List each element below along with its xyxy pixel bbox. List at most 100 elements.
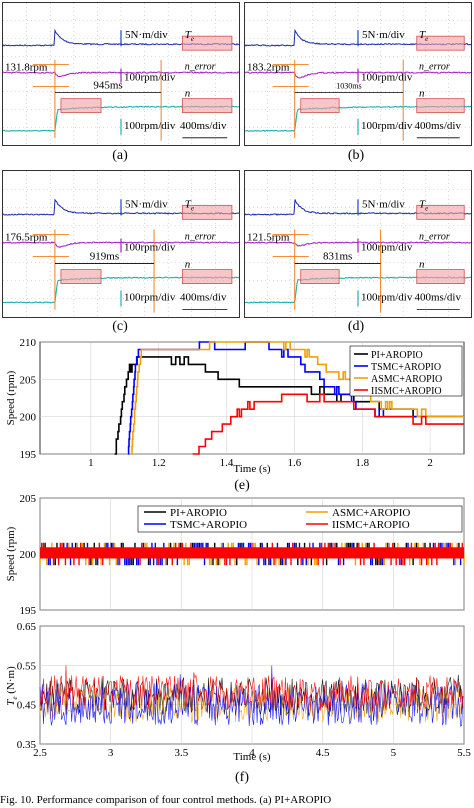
osc-te-label: Te xyxy=(185,29,194,43)
osc-highlight-start xyxy=(300,269,340,284)
ytick-label: 195 xyxy=(20,605,37,617)
osc-highlight-torque xyxy=(416,35,465,51)
osc-torque-scale-label: 5N·m/div xyxy=(362,29,405,41)
osc-torque-scale-label: 5N·m/div xyxy=(362,198,405,210)
ytick-label: 0.55 xyxy=(17,660,37,672)
ytick-label: 0.35 xyxy=(17,739,37,751)
osc-highlight-start xyxy=(300,98,340,114)
osc-te-sub: e xyxy=(425,35,428,43)
legend-e-label: IISMC+AROPIO xyxy=(371,386,442,397)
series-e-3 xyxy=(192,393,464,455)
osc-svg-c: 176.5rpm 919ms 5N·m/div Te 100rpm/div n_error… xyxy=(3,171,239,317)
legend-f-label: TSMC+AROPIO xyxy=(170,519,247,531)
series-e-2 xyxy=(131,341,464,455)
osc-speed-scale-label-1: 100rpm/div xyxy=(124,72,176,84)
osc-n-label: n xyxy=(185,259,191,271)
chart-f: 195 200 205 PI+AROPIO ASMC+AROPIO TSMC+AROPIO… xyxy=(5,494,471,763)
ylabel-e: Speed (rpm) xyxy=(5,370,17,425)
osc-speed-scale-label-1: 100rpm/div xyxy=(361,72,413,84)
osc-time-scale-label: 400ms/div xyxy=(415,291,462,303)
legend-f-label: ASMC+AROPIO xyxy=(332,507,410,519)
ytick-label: 210 xyxy=(20,337,37,349)
osc-te-sub: e xyxy=(425,204,428,212)
ylabel-f-torque: Te (N·m) xyxy=(5,666,19,706)
osc-speed-scale-label-2: 100rpm/div xyxy=(124,291,176,303)
xlabel-f: Time (s) xyxy=(233,751,271,763)
osc-highlight-end xyxy=(416,269,465,284)
ytick-label: 200 xyxy=(20,549,37,561)
osc-te-label: Te xyxy=(419,29,428,43)
osc-recovery-label: 831ms xyxy=(323,251,352,263)
osc-recovery-label: 945ms xyxy=(93,80,122,92)
xtick-label: 5 xyxy=(391,747,397,759)
xtick-label: 1 xyxy=(88,457,94,469)
osc-svg-a: 131.8rpm 945ms 5N·m/div Te 100rpm/div n_error… xyxy=(3,3,239,145)
chart-e: 195 200 205 210 1 1.2 1.4 1.6 1.8 2 PI+AROPIOTSMC+… xyxy=(5,337,465,475)
series-f-speed-band xyxy=(40,547,464,559)
osc-n-label: n xyxy=(419,259,425,271)
xtick-label: 4.5 xyxy=(316,747,330,759)
figure-caption: Fig. 10. Performance comparison of four … xyxy=(0,794,332,806)
xtick-label: 3.5 xyxy=(174,747,188,759)
caption-a: (a) xyxy=(112,148,128,163)
ytick-label: 205 xyxy=(20,494,37,505)
ytick-label: 0.65 xyxy=(17,621,37,633)
osc-highlight-end xyxy=(181,269,233,284)
osc-time-scale-label: 400ms/div xyxy=(180,120,227,132)
osc-recovery-label: 919ms xyxy=(90,251,119,263)
xtick-label: 5.5 xyxy=(457,747,471,759)
osc-torque-scale-label: 5N·m/div xyxy=(125,198,168,210)
xtick-label: 2 xyxy=(427,457,433,469)
ytick-label: 0.45 xyxy=(17,700,37,712)
osc-speed-drop-label: 121.5rpm xyxy=(247,232,290,244)
osc-highlight-torque xyxy=(416,204,465,220)
osc-highlight-torque xyxy=(181,35,233,51)
caption-e: (e) xyxy=(234,478,250,493)
xtick-label: 1.2 xyxy=(152,457,166,469)
ytick-label: 200 xyxy=(20,412,37,424)
osc-highlight-torque xyxy=(181,204,233,220)
osc-recovery-label: 1030ms xyxy=(336,82,361,91)
osc-speed-scale-label-2: 100rpm/div xyxy=(361,291,413,303)
xtick-label: 1.6 xyxy=(288,457,302,469)
legend-e-label: ASMC+AROPIO xyxy=(371,374,442,385)
osc-panel-a: 131.8rpm 945ms 5N·m/div Te 100rpm/div n_error… xyxy=(2,2,240,146)
osc-panel-b: 183.2rpm 1030ms 5N·m/div Te 100rpm/div n_erro… xyxy=(244,2,472,146)
caption-c: (c) xyxy=(112,319,128,334)
osc-highlight-end xyxy=(181,98,233,114)
xtick-label: 1.8 xyxy=(355,457,369,469)
osc-te-label: Te xyxy=(419,198,428,212)
xtick-label: 1.4 xyxy=(220,457,234,469)
legend-e-label: TSMC+AROPIO xyxy=(371,362,441,373)
osc-nerror-label: n_error xyxy=(419,62,450,73)
osc-speed-drop-label: 131.8rpm xyxy=(5,62,48,74)
osc-te-sub: e xyxy=(191,204,194,212)
series-f-torque-2 xyxy=(39,665,464,727)
osc-highlight-end xyxy=(416,98,465,114)
osc-n-label: n xyxy=(185,88,191,100)
legend-f-label: PI+AROPIO xyxy=(170,507,227,519)
osc-te-label: Te xyxy=(185,198,194,212)
osc-speed-scale-label-2: 100rpm/div xyxy=(124,120,176,132)
ytick-label: 205 xyxy=(20,374,37,386)
ylabel-f-torque-unit: (N·m) xyxy=(5,666,17,697)
osc-nerror-label: n_error xyxy=(419,232,450,243)
caption-b: (b) xyxy=(347,148,365,163)
osc-te-sub: e xyxy=(191,35,194,43)
xtick-label: 4 xyxy=(249,747,255,759)
ytick-label: 195 xyxy=(20,449,37,461)
osc-speed-scale-label-2: 100rpm/div xyxy=(361,120,413,132)
xtick-label: 2.5 xyxy=(33,747,47,759)
legend-f xyxy=(137,505,463,533)
xtick-label: 3 xyxy=(108,747,114,759)
osc-speed-drop-label: 183.2rpm xyxy=(247,62,290,74)
ylabel-f-speed: Speed (rpm) xyxy=(5,526,17,581)
osc-torque-scale-label: 5N·m/div xyxy=(125,29,168,41)
caption-f: (f) xyxy=(235,770,249,785)
ylabel-f-torque-sub: e xyxy=(11,697,19,700)
osc-time-scale-label: 400ms/div xyxy=(415,120,462,132)
osc-n-label: n xyxy=(419,88,425,100)
legend-f-label: IISMC+AROPIO xyxy=(332,519,410,531)
osc-panel-d: 121.5rpm 831ms 5N·m/div Te 100rpm/div n_error… xyxy=(244,170,472,318)
series-f-torque-3 xyxy=(39,665,464,712)
